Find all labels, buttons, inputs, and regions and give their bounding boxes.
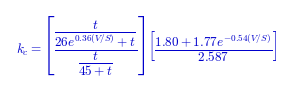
Text: $k_c = \left[\dfrac{\dfrac{t}{26e^{0.36(V/S)}+t}}{\dfrac{t}{45+t}}\right]\left[\: $k_c = \left[\dfrac{\dfrac{t}{26e^{0.36(…	[16, 15, 277, 78]
